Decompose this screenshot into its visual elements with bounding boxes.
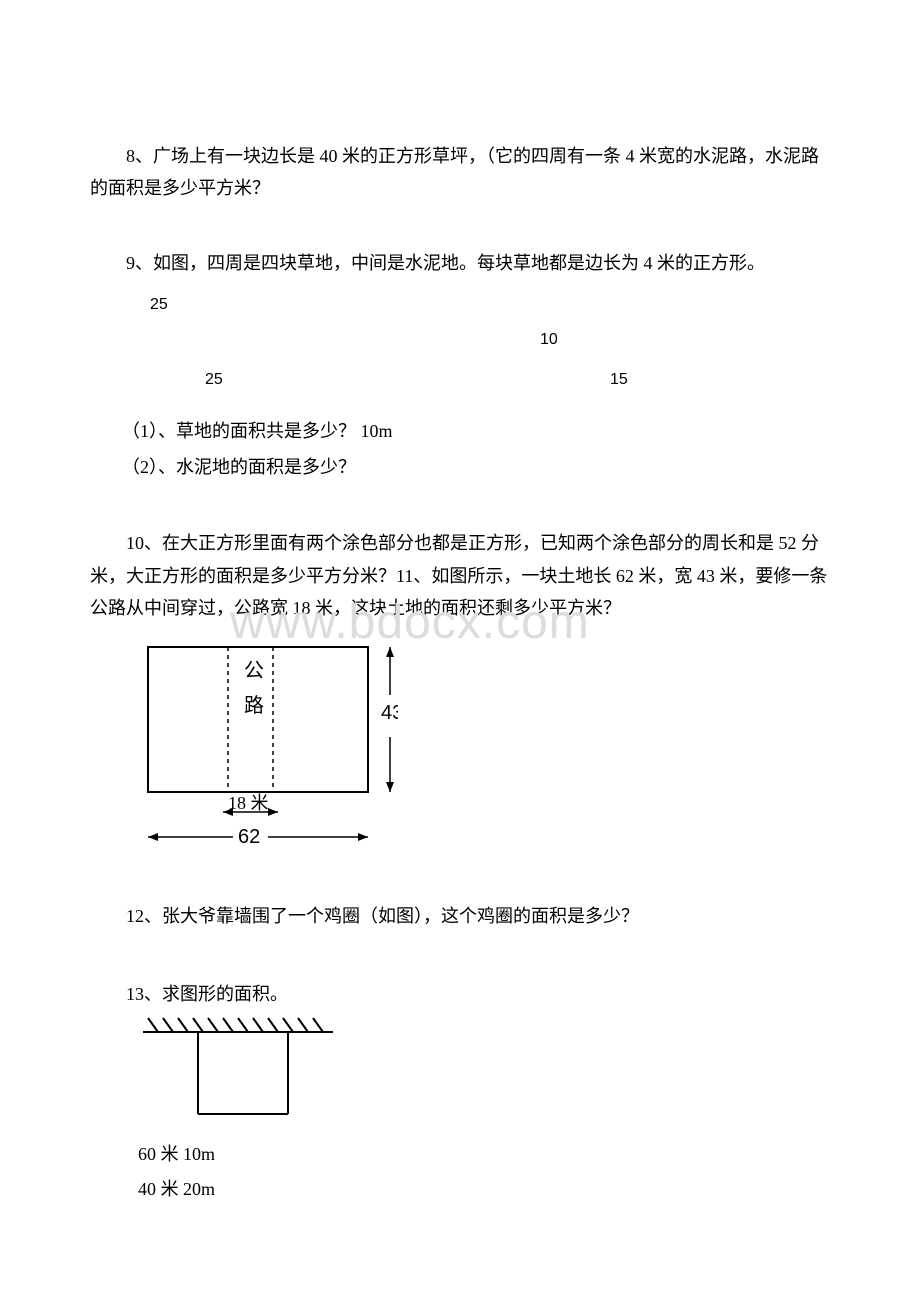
number-25-b: 25 — [205, 366, 223, 395]
road-width-label: 18 米 — [228, 793, 269, 813]
problem-9-subquestions: （1）、草地的面积共是多少？ 10m （2）、水泥地的面积是多少？ — [122, 413, 830, 485]
height-label: 43 — [381, 702, 398, 724]
number-25-a: 25 — [150, 291, 168, 320]
wall-diagram — [138, 1014, 338, 1124]
road-label-1: 公 — [244, 660, 264, 682]
road-diagram: 公 路 43 18 米 62 — [138, 637, 398, 857]
problem-9-text: 9、如图，四周是四块草地，中间是水泥地。每块草地都是边长为 4 米的正方形。 — [90, 247, 830, 279]
problem-9: 9、如图，四周是四块草地，中间是水泥地。每块草地都是边长为 4 米的正方形。 2… — [90, 247, 830, 485]
subquestion-2: （2）、水泥地的面积是多少？ — [122, 449, 830, 485]
problem-8-text: 8、广场上有一块边长是 40 米的正方形草坪，（它的四周有一条 4 米宽的水泥路… — [90, 140, 830, 205]
problem-12-text: 12、张大爷靠墙围了一个鸡圈（如图），这个鸡圈的面积是多少？ — [90, 902, 830, 928]
problem-13-text: 13、求图形的面积。 — [90, 980, 830, 1006]
problem-9-numbers: 25 10 25 15 — [90, 291, 830, 401]
number-15: 15 — [610, 366, 628, 395]
subquestion-1: （1）、草地的面积共是多少？ 10m — [122, 413, 830, 449]
dimension-line-2: 40 米 20m — [138, 1172, 830, 1206]
watermark-text: www.bdocx.com — [230, 595, 590, 650]
problem-8: 8、广场上有一块边长是 40 米的正方形草坪，（它的四周有一条 4 米宽的水泥路… — [90, 140, 830, 205]
total-width-label: 62 — [238, 826, 260, 848]
number-10: 10 — [540, 326, 558, 355]
dimension-line-1: 60 米 10m — [138, 1137, 830, 1171]
road-label-2: 路 — [244, 694, 264, 717]
